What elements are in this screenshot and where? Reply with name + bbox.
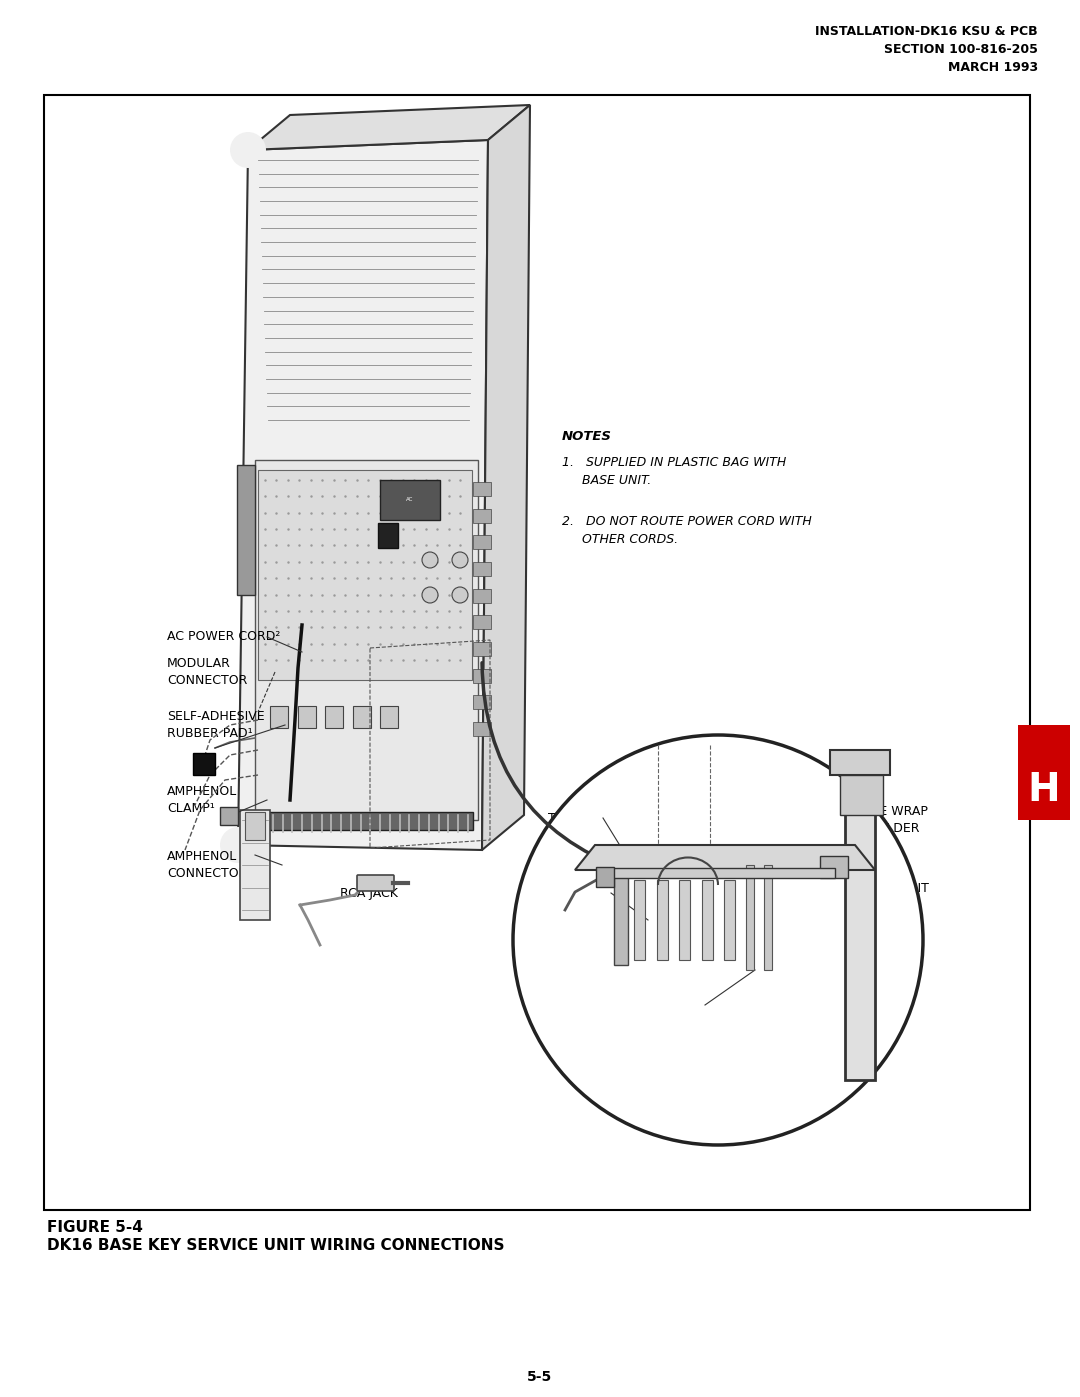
Text: AMPHENOL
CORD (X1): AMPHENOL CORD (X1) — [548, 943, 618, 972]
Text: DK 16
BASE UNIT: DK 16 BASE UNIT — [862, 865, 929, 895]
FancyBboxPatch shape — [724, 880, 735, 960]
FancyBboxPatch shape — [297, 705, 315, 728]
Text: MARCH 1993: MARCH 1993 — [948, 61, 1038, 74]
Circle shape — [422, 587, 438, 604]
FancyBboxPatch shape — [657, 880, 667, 960]
FancyBboxPatch shape — [473, 615, 491, 629]
FancyBboxPatch shape — [702, 880, 713, 960]
FancyBboxPatch shape — [193, 753, 215, 775]
FancyBboxPatch shape — [600, 868, 835, 877]
Polygon shape — [238, 140, 488, 849]
FancyBboxPatch shape — [352, 705, 370, 728]
Polygon shape — [248, 105, 530, 149]
Polygon shape — [220, 807, 238, 826]
Polygon shape — [255, 460, 478, 820]
FancyBboxPatch shape — [764, 865, 772, 970]
FancyBboxPatch shape — [380, 705, 399, 728]
FancyBboxPatch shape — [473, 588, 491, 602]
FancyBboxPatch shape — [473, 535, 491, 549]
Text: TIE WRAP¹: TIE WRAP¹ — [548, 812, 612, 824]
FancyBboxPatch shape — [473, 482, 491, 496]
FancyBboxPatch shape — [634, 880, 645, 960]
Polygon shape — [258, 469, 472, 680]
Polygon shape — [575, 845, 875, 870]
Text: SECTION 100-816-205: SECTION 100-816-205 — [885, 43, 1038, 56]
Polygon shape — [482, 105, 530, 849]
Text: 1.   SUPPLIED IN PLASTIC BAG WITH
     BASE UNIT.: 1. SUPPLIED IN PLASTIC BAG WITH BASE UNI… — [562, 455, 786, 488]
FancyBboxPatch shape — [746, 865, 754, 970]
Text: 5-5: 5-5 — [527, 1370, 553, 1384]
FancyArrowPatch shape — [482, 662, 625, 870]
Text: MODULAR
CONNECTOR: MODULAR CONNECTOR — [167, 657, 247, 687]
FancyBboxPatch shape — [357, 875, 394, 891]
Text: 2.   DO NOT ROUTE POWER CORD WITH
     OTHER CORDS.: 2. DO NOT ROUTE POWER CORD WITH OTHER CO… — [562, 515, 812, 546]
Text: SELF-ADHESIVE
RUBBER PAD¹: SELF-ADHESIVE RUBBER PAD¹ — [167, 710, 265, 740]
Circle shape — [453, 587, 468, 604]
Circle shape — [220, 827, 256, 863]
Text: NOTES: NOTES — [562, 430, 612, 443]
FancyBboxPatch shape — [679, 880, 690, 960]
FancyBboxPatch shape — [240, 810, 270, 921]
FancyBboxPatch shape — [473, 509, 491, 522]
FancyBboxPatch shape — [473, 722, 491, 736]
Text: H: H — [1028, 771, 1061, 809]
Text: AC: AC — [406, 497, 414, 502]
FancyBboxPatch shape — [270, 705, 288, 728]
Text: FIGURE 5-4: FIGURE 5-4 — [48, 1220, 143, 1235]
Text: RCA JACK: RCA JACK — [340, 887, 397, 900]
FancyBboxPatch shape — [820, 856, 848, 877]
FancyBboxPatch shape — [473, 643, 491, 657]
Text: AMPHENOL
CLAMP¹: AMPHENOL CLAMP¹ — [167, 785, 238, 814]
FancyBboxPatch shape — [473, 562, 491, 576]
Text: INSTALLATION-DK16 KSU & PCB: INSTALLATION-DK16 KSU & PCB — [815, 25, 1038, 38]
FancyBboxPatch shape — [845, 750, 875, 1080]
FancyBboxPatch shape — [1018, 725, 1070, 820]
Circle shape — [422, 552, 438, 569]
Polygon shape — [840, 775, 883, 814]
FancyBboxPatch shape — [378, 522, 399, 548]
Text: AC POWER CORD²: AC POWER CORD² — [167, 630, 281, 644]
Text: AMPHENOL
CONNECTOR: AMPHENOL CONNECTOR — [167, 849, 247, 880]
FancyBboxPatch shape — [258, 812, 473, 830]
Text: DK16 BASE KEY SERVICE UNIT WIRING CONNECTIONS: DK16 BASE KEY SERVICE UNIT WIRING CONNEC… — [48, 1238, 504, 1253]
Polygon shape — [831, 750, 890, 775]
Text: PIN JACK
CORD (X2): PIN JACK CORD (X2) — [665, 990, 732, 1020]
FancyBboxPatch shape — [325, 705, 343, 728]
FancyBboxPatch shape — [473, 696, 491, 710]
FancyBboxPatch shape — [596, 868, 615, 887]
Text: TIE WRAP
HOLDER: TIE WRAP HOLDER — [868, 805, 928, 835]
FancyBboxPatch shape — [380, 481, 440, 520]
Circle shape — [513, 735, 923, 1146]
FancyBboxPatch shape — [473, 669, 491, 683]
FancyBboxPatch shape — [615, 870, 627, 965]
Text: MODULAR
CORD (X5): MODULAR CORD (X5) — [548, 877, 616, 908]
Circle shape — [230, 131, 266, 168]
FancyBboxPatch shape — [44, 95, 1030, 1210]
FancyBboxPatch shape — [237, 465, 255, 595]
Circle shape — [453, 552, 468, 569]
FancyBboxPatch shape — [245, 812, 265, 840]
